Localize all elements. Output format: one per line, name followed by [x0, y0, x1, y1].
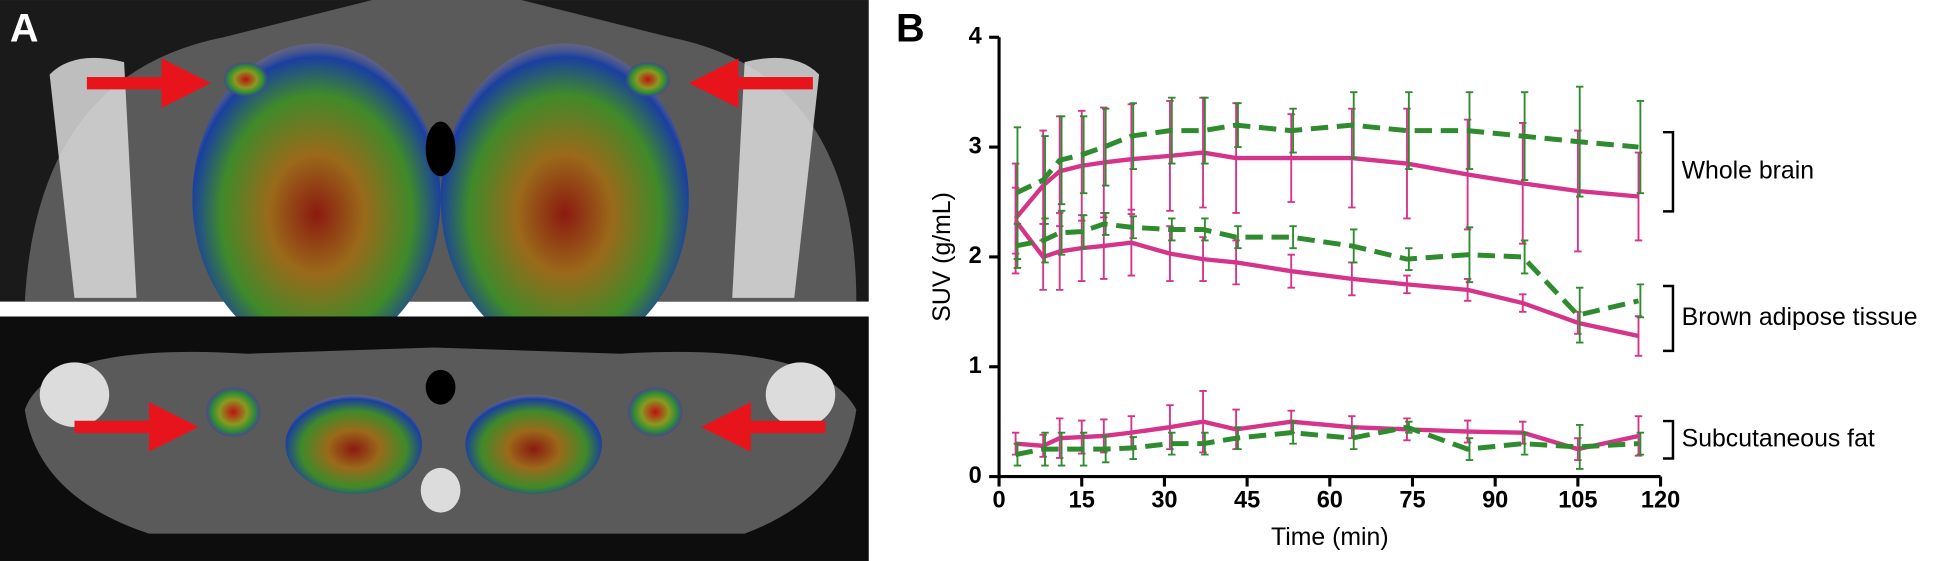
y-axis-label: SUV (g/mL): [929, 192, 956, 322]
x-tick-label: 75: [1399, 487, 1425, 513]
series-line: [1015, 424, 1639, 458]
vertebra: [420, 467, 461, 513]
panel-label: A: [10, 7, 39, 51]
y-tick-label: 1: [969, 352, 982, 378]
x-tick-label: 45: [1234, 487, 1260, 513]
trachea: [425, 369, 456, 405]
right-lung: [440, 43, 689, 354]
y-tick-label: 3: [969, 132, 982, 158]
error-bar: [1079, 214, 1088, 250]
error-bar: [1057, 431, 1066, 467]
bone: [39, 362, 110, 427]
group-label: Subcutaneous fat: [1682, 425, 1875, 452]
y-tick-label: 0: [969, 462, 982, 488]
ct-images: A: [0, 0, 869, 561]
group-bracket: [1663, 419, 1675, 460]
bone: [765, 362, 836, 427]
x-axis-label: Time (min): [1271, 524, 1389, 551]
error-bar: [1576, 424, 1584, 470]
x-tick-label: 120: [1641, 487, 1680, 513]
left-lung: [192, 43, 441, 354]
y-tick-label: 2: [969, 242, 982, 268]
x-tick-label: 60: [1317, 487, 1343, 513]
panel-label: B: [896, 7, 925, 51]
right-humerus: [732, 57, 820, 298]
error-bar: [1201, 96, 1209, 165]
error-bar: [1636, 431, 1645, 456]
series-line: [1013, 219, 1639, 339]
x-tick-label: 15: [1069, 487, 1095, 513]
group-bracket: [1663, 130, 1675, 213]
group-label: Whole brain: [1682, 157, 1814, 184]
error-bar: [1289, 225, 1297, 250]
error-bar: [1101, 107, 1110, 187]
group-bracket: [1663, 284, 1675, 353]
error-bar: [1405, 91, 1413, 170]
bat-hotspot: [206, 387, 261, 437]
x-tick-label: 90: [1482, 487, 1508, 513]
chart: 0 1 2 3 4 0 15 30 45 60 75 90 105 120 Time (min) SUV (g…: [929, 22, 1918, 551]
x-tick-label: 0: [993, 487, 1006, 513]
error-bar: [1636, 100, 1645, 195]
error-bar: [1289, 420, 1297, 445]
error-bar: [1465, 226, 1474, 284]
error-bar: [1234, 225, 1242, 250]
y-tick-label: 4: [969, 22, 982, 48]
error-bar: [1057, 209, 1066, 256]
x-tick-label: 105: [1558, 487, 1597, 513]
bat-hotspot: [627, 387, 683, 437]
bat-hotspot: [223, 62, 269, 97]
left-lung: [285, 394, 422, 494]
error-bar: [1465, 437, 1474, 462]
right-lung: [465, 394, 602, 494]
x-tick-label: 30: [1151, 487, 1177, 513]
group-label: Brown adipose tissue: [1682, 304, 1918, 331]
error-bar: [1636, 283, 1645, 319]
series-line: [1015, 419, 1639, 452]
left-humerus: [49, 57, 137, 298]
bat-hotspot: [625, 62, 671, 97]
series-line: [1015, 221, 1640, 318]
error-bar: [1576, 286, 1584, 344]
series-line: [1014, 122, 1639, 196]
error-bar: [1520, 239, 1529, 275]
trachea: [425, 121, 456, 177]
series-line: [1013, 150, 1639, 220]
error-bar: [1520, 431, 1529, 456]
